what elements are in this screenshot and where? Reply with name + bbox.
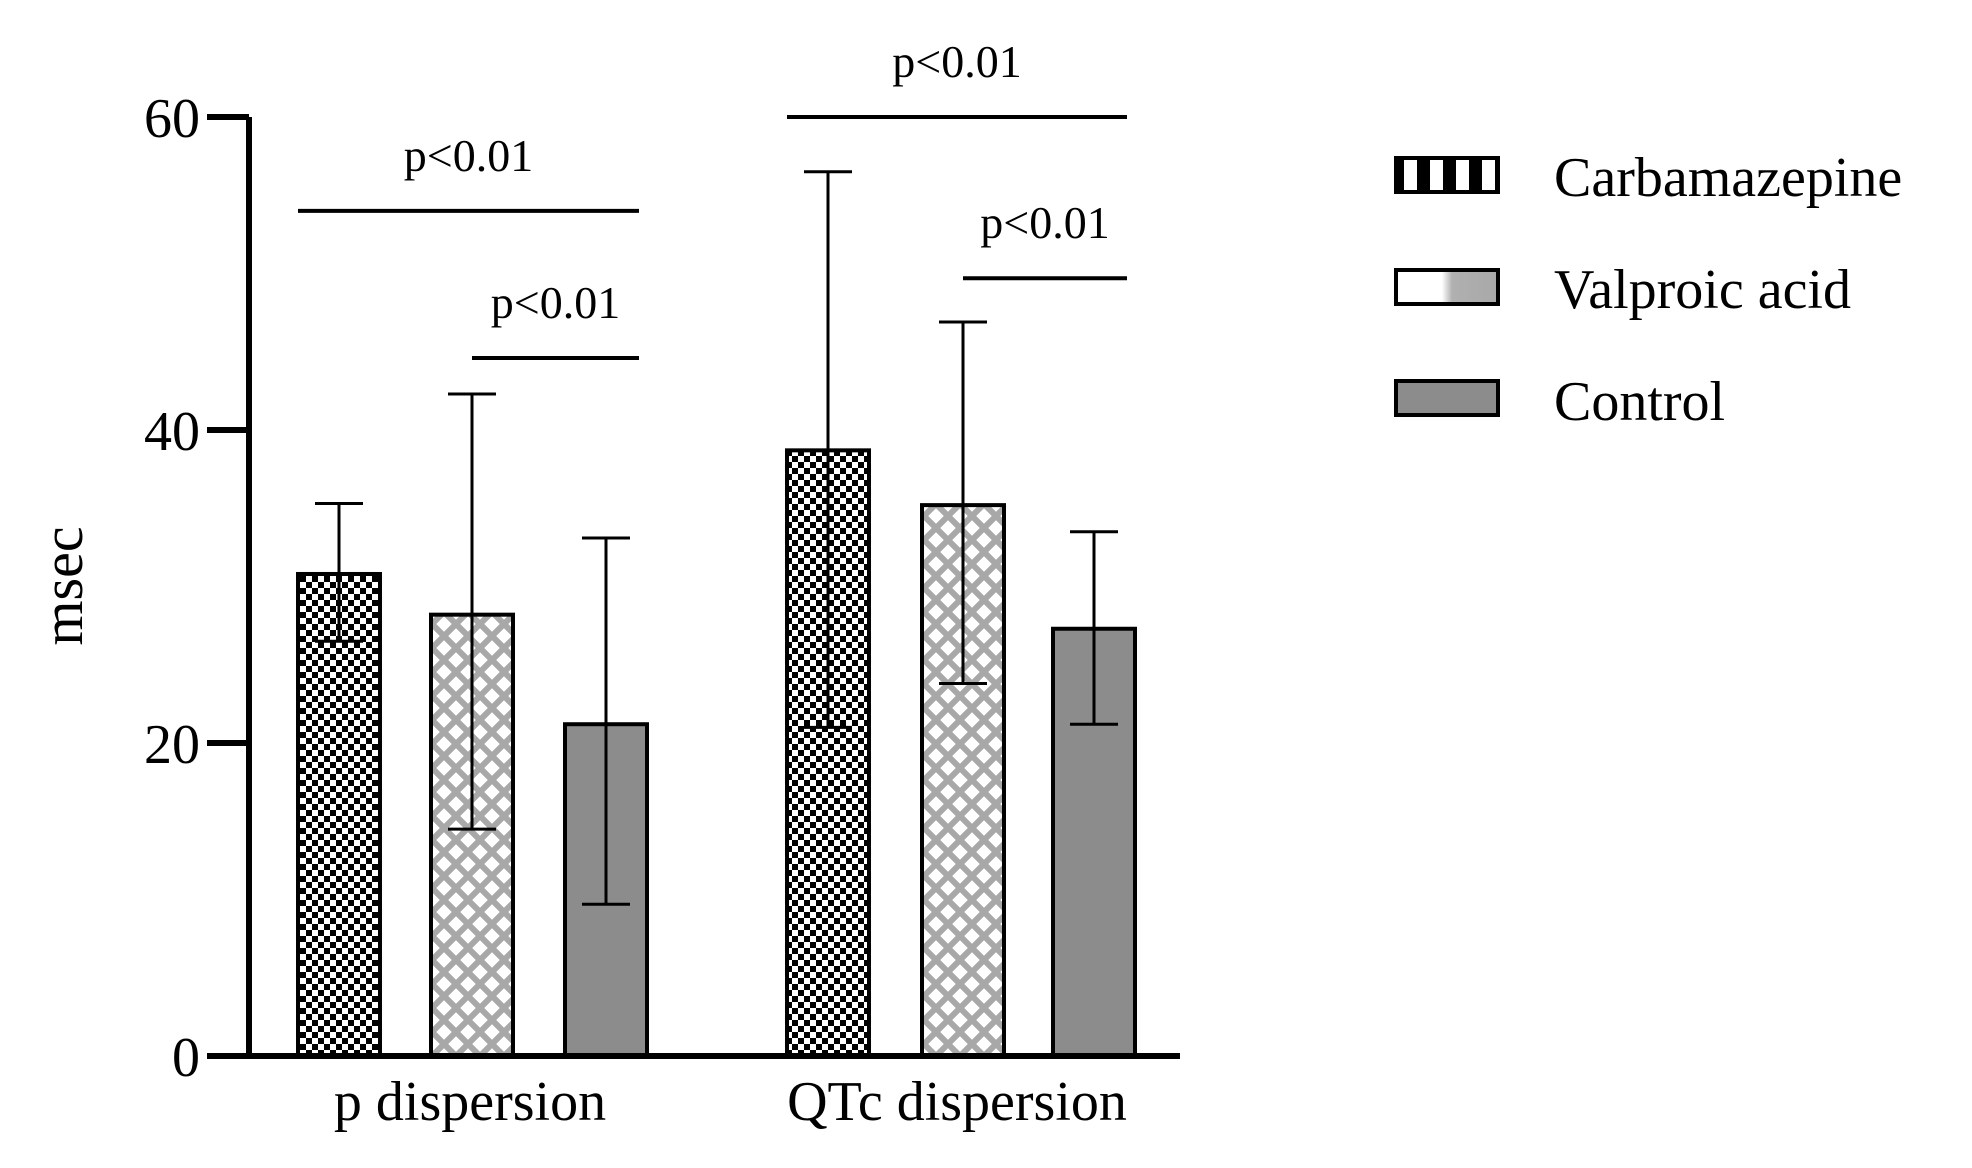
bar-carbamazepine-p-dispersion <box>296 571 382 1058</box>
legend-label-carbamazepine: Carbamazepine <box>1554 147 1902 209</box>
legend-item-valproic-acid: Valproic acid <box>1394 259 1851 321</box>
plot-area <box>296 170 1137 1059</box>
x-tick-label-qtc-dispersion: QTc dispersion <box>787 1071 1127 1133</box>
legend-label-control: Control <box>1554 371 1725 433</box>
significance-label-1: p<0.01 <box>491 277 620 328</box>
legend-item-control: Control <box>1394 371 1725 433</box>
y-tick-label-0: 0 <box>172 1027 200 1089</box>
significance-label-0: p<0.01 <box>404 130 533 181</box>
y-ticks: 0 20 40 60 <box>144 88 249 1089</box>
axes: 0 20 40 60 p dispersion QTc dispersion msec <box>30 88 1180 1133</box>
legend-item-carbamazepine: Carbamazepine <box>1394 147 1902 209</box>
x-tick-label-p-dispersion: p dispersion <box>334 1071 606 1133</box>
legend: Carbamazepine Valproic acid Control <box>1394 147 1902 433</box>
legend-label-valproic-acid: Valproic acid <box>1554 259 1851 321</box>
legend-swatch-control <box>1394 379 1500 417</box>
legend-swatch-carbamazepine <box>1394 156 1500 194</box>
significance-brackets: p<0.01 p<0.01 p<0.01 p<0.01 <box>298 36 1127 361</box>
y-axis-label: msec <box>30 526 95 645</box>
y-tick-label-40: 40 <box>144 401 200 463</box>
y-tick-label-60: 60 <box>144 88 200 150</box>
legend-swatch-valproic-acid <box>1394 268 1500 306</box>
significance-label-2: p<0.01 <box>892 36 1021 87</box>
significance-label-3: p<0.01 <box>980 197 1109 248</box>
x-tick-labels: p dispersion QTc dispersion <box>334 1071 1127 1133</box>
y-tick-label-20: 20 <box>144 714 200 776</box>
